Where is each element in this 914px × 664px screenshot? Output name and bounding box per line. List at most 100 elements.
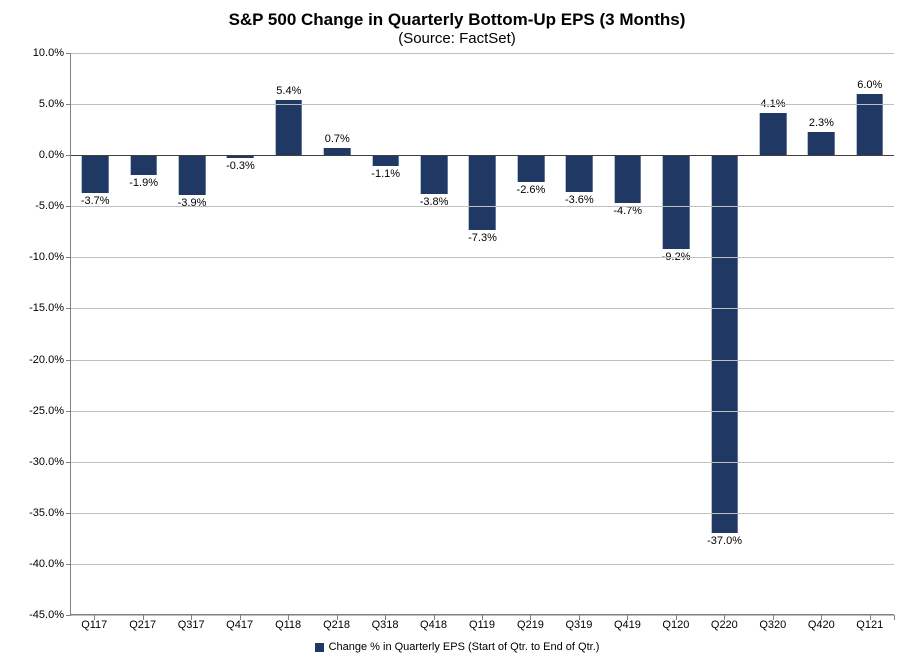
x-tick-mark: [530, 615, 531, 620]
x-tick-label: Q319: [565, 619, 592, 631]
bar: [663, 155, 690, 249]
x-tick-mark: [870, 615, 871, 620]
x-tick-label: Q120: [662, 619, 689, 631]
plot-wrap: 10.0%5.0%0.0%-5.0%-10.0%-15.0%-20.0%-25.…: [70, 53, 894, 615]
x-tick-mark: [288, 615, 289, 620]
y-tick-mark: [66, 564, 71, 565]
x-tick-mark: [894, 615, 895, 620]
x-tick-mark: [579, 615, 580, 620]
x-axis: Q117Q217Q317Q417Q118Q218Q318Q418Q119Q219…: [70, 615, 894, 635]
gridline: [71, 206, 894, 207]
x-tick-label: Q317: [178, 619, 205, 631]
y-tick-label: -10.0%: [29, 251, 64, 263]
gridline: [71, 155, 894, 156]
y-tick-label: -35.0%: [29, 507, 64, 519]
bar: [372, 155, 399, 166]
x-tick-label: Q217: [129, 619, 156, 631]
x-tick-label: Q121: [856, 619, 883, 631]
bar: [856, 94, 883, 155]
bar: [711, 155, 738, 533]
y-tick-label: -25.0%: [29, 405, 64, 417]
x-tick-mark: [676, 615, 677, 620]
bar-slot: -1.9%: [119, 53, 167, 614]
bar: [130, 155, 157, 174]
y-tick-label: -5.0%: [35, 200, 64, 212]
bar-slot: 2.3%: [797, 53, 845, 614]
x-tick-label: Q218: [323, 619, 350, 631]
bars-layer: -3.7%-1.9%-3.9%-0.3%5.4%0.7%-1.1%-3.8%-7…: [71, 53, 894, 614]
x-tick-mark: [773, 615, 774, 620]
bar-slot: -7.3%: [458, 53, 506, 614]
bar-value-label: -7.3%: [468, 232, 497, 244]
x-tick-mark: [240, 615, 241, 620]
bar-value-label: -1.1%: [371, 168, 400, 180]
y-tick-mark: [66, 411, 71, 412]
bar: [760, 113, 787, 155]
bar-slot: -2.6%: [507, 53, 555, 614]
bar-slot: -4.7%: [604, 53, 652, 614]
x-tick-mark: [385, 615, 386, 620]
bar: [82, 155, 109, 193]
x-tick-mark: [724, 615, 725, 620]
x-tick-label: Q418: [420, 619, 447, 631]
x-tick-mark: [482, 615, 483, 620]
y-axis: 10.0%5.0%0.0%-5.0%-10.0%-15.0%-20.0%-25.…: [12, 53, 70, 615]
y-tick-mark: [66, 155, 71, 156]
bar: [469, 155, 496, 230]
legend: Change % in Quarterly EPS (Start of Qtr.…: [12, 641, 902, 653]
bar-value-label: 0.7%: [325, 133, 350, 145]
plot-area: -3.7%-1.9%-3.9%-0.3%5.4%0.7%-1.1%-3.8%-7…: [70, 53, 894, 615]
y-tick-label: 5.0%: [39, 98, 64, 110]
x-tick-mark: [143, 615, 144, 620]
x-tick-mark: [191, 615, 192, 620]
bar-value-label: -3.7%: [81, 195, 110, 207]
bar: [808, 132, 835, 156]
chart-subtitle: (Source: FactSet): [12, 30, 902, 47]
gridline: [71, 513, 894, 514]
x-tick-label: Q117: [81, 619, 107, 631]
bar-slot: 4.1%: [749, 53, 797, 614]
bar-slot: -3.6%: [555, 53, 603, 614]
bar: [421, 155, 448, 194]
x-tick-label: Q220: [711, 619, 738, 631]
y-tick-label: -45.0%: [29, 609, 64, 621]
y-tick-mark: [66, 104, 71, 105]
bar-slot: -0.3%: [216, 53, 264, 614]
legend-swatch: [315, 643, 324, 652]
bar-value-label: -3.6%: [565, 194, 594, 206]
gridline: [71, 411, 894, 412]
legend-label: Change % in Quarterly EPS (Start of Qtr.…: [329, 641, 600, 653]
x-tick-label: Q119: [469, 619, 495, 631]
bar-value-label: 6.0%: [857, 79, 882, 91]
bar-slot: -3.7%: [71, 53, 119, 614]
x-tick-label: Q118: [275, 619, 301, 631]
bar-slot: 6.0%: [846, 53, 894, 614]
bar: [566, 155, 593, 192]
y-tick-label: -20.0%: [29, 354, 64, 366]
y-tick-label: -40.0%: [29, 558, 64, 570]
bar-slot: -9.2%: [652, 53, 700, 614]
x-tick-label: Q318: [372, 619, 399, 631]
bar: [324, 148, 351, 155]
bar-slot: -1.1%: [361, 53, 409, 614]
gridline: [71, 257, 894, 258]
gridline: [71, 308, 894, 309]
bar-slot: -3.9%: [168, 53, 216, 614]
x-tick-mark: [821, 615, 822, 620]
bar-value-label: -37.0%: [707, 535, 742, 547]
gridline: [71, 104, 894, 105]
y-tick-mark: [66, 206, 71, 207]
y-tick-mark: [66, 53, 71, 54]
bar-value-label: 2.3%: [809, 117, 834, 129]
y-tick-label: 0.0%: [39, 149, 64, 161]
bar-slot: -3.8%: [410, 53, 458, 614]
y-tick-label: -30.0%: [29, 456, 64, 468]
gridline: [71, 462, 894, 463]
y-tick-mark: [66, 513, 71, 514]
x-tick-mark: [627, 615, 628, 620]
y-tick-mark: [66, 462, 71, 463]
chart-container: S&P 500 Change in Quarterly Bottom-Up EP…: [0, 0, 914, 664]
bar-slot: 0.7%: [313, 53, 361, 614]
gridline: [71, 53, 894, 54]
x-tick-mark: [94, 615, 95, 620]
